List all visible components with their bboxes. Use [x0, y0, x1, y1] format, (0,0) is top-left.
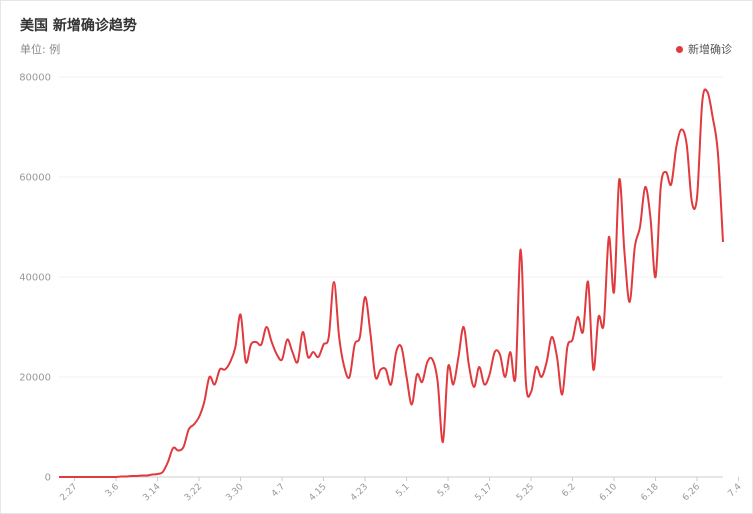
- x-tick-label: 5.9: [436, 482, 453, 499]
- x-tick-label: 6.2: [560, 482, 577, 499]
- x-tick-label: 5.1: [394, 482, 411, 499]
- x-tick-label: 6.18: [639, 482, 660, 503]
- x-tick-label: 4.23: [349, 482, 370, 503]
- y-tick-label: 20000: [19, 373, 51, 384]
- y-tick-label: 60000: [19, 173, 51, 184]
- chart-title: 美国 新增确诊趋势: [20, 18, 137, 34]
- x-tick-label: 6.26: [681, 482, 702, 503]
- unit-label: 单位: 例: [20, 43, 61, 56]
- x-tick-label: 2.27: [58, 482, 79, 503]
- series-lines: [58, 88, 724, 479]
- x-tick-label: 7.4: [726, 482, 743, 499]
- legend[interactable]: 新增确诊: [676, 41, 732, 57]
- grid-lines: [59, 76, 723, 478]
- legend-marker: [676, 45, 683, 53]
- y-axis: 0 20000 40000 60000 80000: [19, 73, 51, 484]
- x-tick-label: 3.22: [183, 482, 204, 503]
- x-tick-label: 3.30: [224, 482, 245, 503]
- series-line-new-cases[interactable]: [58, 88, 724, 479]
- y-tick-label: 0: [45, 473, 51, 484]
- x-tick-label: 5.25: [515, 482, 536, 503]
- x-tick-label: 4.15: [307, 482, 328, 503]
- x-tick-label: 4.7: [270, 482, 287, 499]
- x-tick-label: 6.10: [598, 482, 619, 503]
- y-tick-label: 80000: [19, 73, 51, 84]
- x-tick-label: 3.6: [104, 482, 121, 499]
- x-axis: 2.27 3.6 3.14 3.22 3.30 4.7 4.15 4.23 5.1 5.9 5.17…: [58, 477, 744, 503]
- legend-label: 新增确诊: [688, 43, 732, 56]
- x-tick-label: 5.17: [473, 482, 494, 503]
- y-tick-label: 40000: [19, 273, 51, 284]
- x-tick-label: 3.14: [141, 482, 162, 503]
